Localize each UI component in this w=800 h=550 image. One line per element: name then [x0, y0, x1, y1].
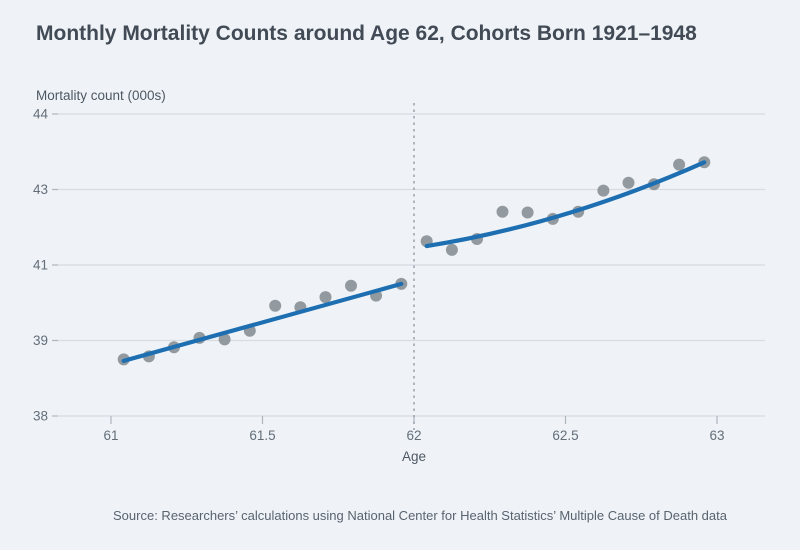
data-point-dot [496, 205, 509, 218]
x-tick-label: 63 [709, 428, 724, 443]
data-point-dot [345, 279, 357, 292]
axis-ticks-group: 44 43 41 39 38 61 61.5 62 62.5 63 [33, 107, 725, 444]
x-axis-title: Age [402, 449, 426, 464]
source-note: Source: Researchers’ calculations using … [113, 508, 728, 523]
fitted-trend-line [424, 160, 707, 249]
y-tick-label: 44 [33, 107, 49, 122]
x-tick-label: 61.5 [249, 428, 275, 443]
data-point-dot [319, 291, 332, 304]
fit-lines-group [121, 160, 707, 363]
data-point-dot [269, 299, 282, 312]
y-tick-label: 43 [33, 182, 48, 197]
x-tick-label: 61 [103, 428, 118, 443]
y-tick-label: 41 [33, 258, 48, 273]
y-axis-title: Mortality count (000s) [36, 88, 166, 103]
data-point-dot [445, 243, 458, 256]
y-tick-label: 39 [33, 333, 48, 348]
x-tick-label: 62 [406, 428, 421, 443]
data-point-dot [218, 333, 231, 346]
x-tick-label: 62.5 [552, 428, 578, 443]
chart-title: Monthly Mortality Counts around Age 62, … [36, 22, 697, 45]
gridlines-group [58, 113, 765, 417]
data-point-dot [622, 176, 635, 189]
data-point-dot [521, 206, 534, 219]
data-point-dot [673, 158, 686, 171]
y-tick-label: 38 [33, 409, 48, 424]
fitted-trend-line [121, 281, 404, 363]
data-point-dot [597, 184, 610, 197]
